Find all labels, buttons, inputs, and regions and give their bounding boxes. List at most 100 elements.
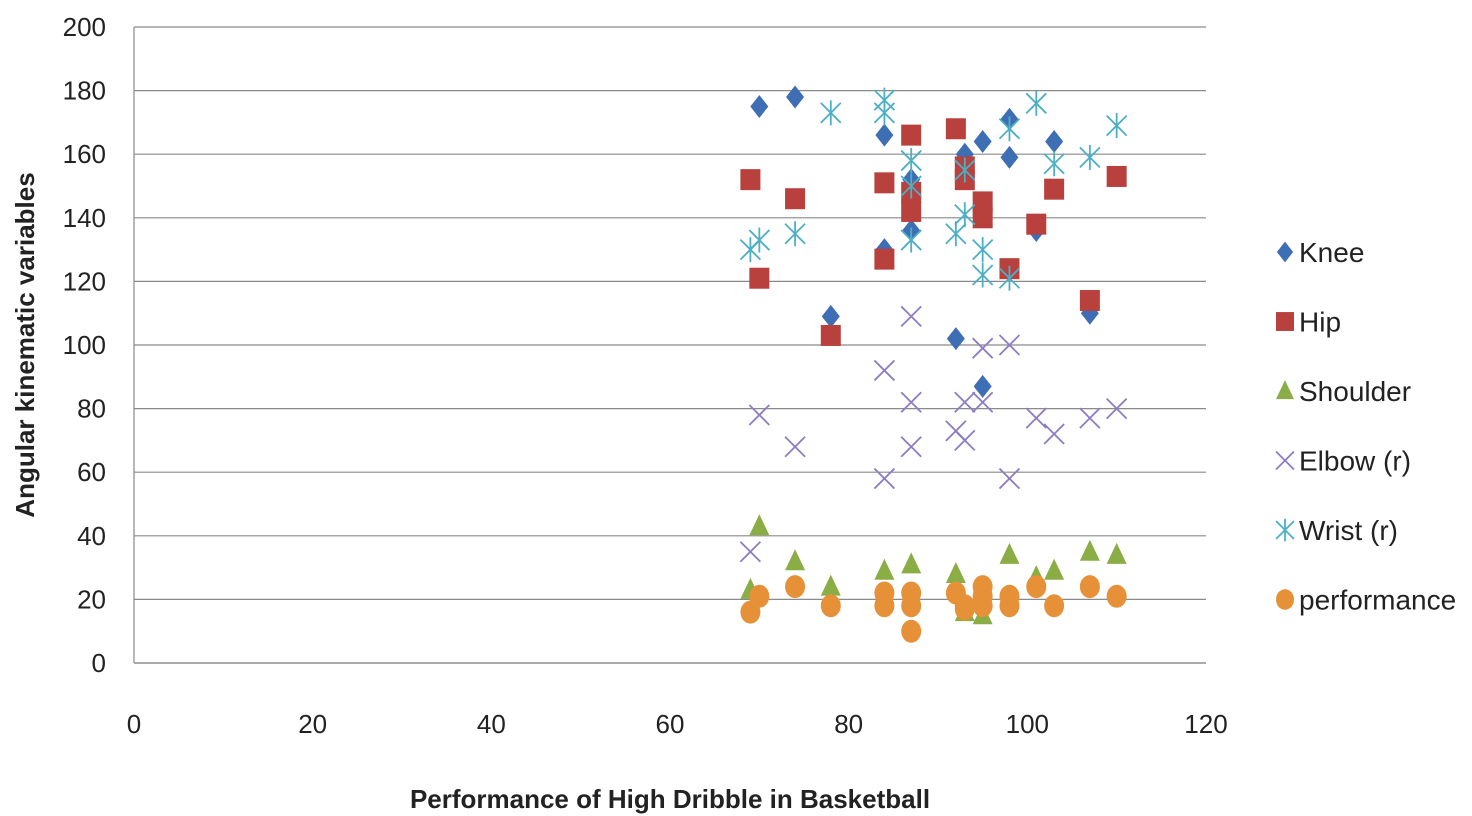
legend-label-elbow-r: Elbow (r)	[1299, 446, 1411, 477]
performance-point	[999, 594, 1020, 618]
wrist-r-point	[945, 221, 967, 247]
performance-point	[749, 584, 770, 608]
elbow-r-point	[1043, 423, 1065, 445]
legend-marker-hip	[1276, 312, 1294, 331]
elbow-r-point	[1079, 407, 1101, 429]
performance-point	[1079, 575, 1100, 599]
wrist-r-point	[1106, 113, 1128, 139]
hip-point	[945, 118, 966, 140]
performance-point	[901, 594, 922, 618]
shoulder-point	[785, 549, 806, 571]
elbow-r-point	[972, 391, 994, 413]
performance-point	[785, 575, 806, 599]
wrist-r-point	[900, 227, 922, 253]
wrist-r-point	[900, 148, 922, 174]
hip-point	[740, 169, 761, 191]
knee-point	[1000, 145, 1019, 169]
elbow-r-point	[739, 541, 762, 563]
wrist-r-point	[1079, 144, 1101, 170]
shoulder-point	[945, 561, 966, 583]
knee-point	[1045, 129, 1064, 153]
performance-point	[1044, 594, 1065, 618]
x-tick-label: 20	[298, 709, 327, 739]
legend-marker-wrist-r	[1275, 518, 1295, 542]
performance-point	[1026, 575, 1047, 599]
knee-point	[875, 123, 894, 147]
legend-item-wrist-r: Wrist (r)	[1275, 515, 1398, 546]
legend-marker-shoulder	[1276, 380, 1294, 400]
legend-label-knee: Knee	[1299, 237, 1364, 268]
x-tick-label: 60	[656, 709, 685, 739]
y-axis-title: Angular kinematic variables	[10, 172, 40, 517]
elbow-r-point	[748, 404, 770, 426]
hip-point	[1044, 178, 1065, 200]
legend-marker-performance	[1276, 589, 1294, 610]
performance-point	[820, 594, 841, 618]
hip-point	[972, 191, 993, 213]
wrist-r-point	[900, 173, 922, 199]
elbow-r-point	[900, 436, 922, 458]
y-tick-label: 40	[77, 521, 106, 551]
y-tick-label: 120	[63, 266, 106, 296]
wrist-r-point	[998, 116, 1021, 142]
elbow-r-point	[972, 337, 994, 359]
shoulder-point	[820, 574, 841, 596]
wrist-r-point	[954, 202, 976, 228]
hip-point	[874, 172, 895, 194]
legend-marker-knee	[1276, 241, 1294, 263]
legend-item-knee: Knee	[1276, 237, 1364, 268]
legend-label-shoulder: Shoulder	[1299, 376, 1411, 407]
performance-point	[1106, 584, 1127, 608]
shoulder-point	[749, 514, 770, 536]
hip-point	[785, 188, 806, 210]
x-axis-title: Performance of High Dribble in Basketbal…	[410, 784, 930, 814]
y-tick-label: 160	[63, 139, 106, 169]
wrist-r-point	[1043, 151, 1065, 177]
legend-marker-elbow-r	[1275, 450, 1295, 471]
wrist-r-point	[784, 221, 806, 247]
axes: 0 20 40 60 80 100 120 140 160 180 200 0 20 40 60 80 100 1…	[63, 12, 1228, 739]
knee-point	[973, 374, 992, 398]
x-tick-label: 80	[834, 709, 863, 739]
hip-point	[820, 324, 841, 346]
performance-point	[874, 594, 895, 618]
wrist-r-point	[820, 100, 842, 126]
wrist-r-point	[954, 157, 976, 183]
x-tick-label: 120	[1184, 709, 1227, 739]
hip-point	[749, 267, 770, 289]
y-tick-label: 60	[77, 457, 106, 487]
elbow-r-point	[998, 334, 1021, 356]
shoulder-point	[1106, 542, 1127, 564]
data-points	[739, 85, 1128, 643]
wrist-r-point	[873, 100, 896, 126]
elbow-r-point	[954, 391, 976, 413]
hip-point	[1026, 213, 1047, 235]
wrist-r-point	[1025, 90, 1047, 116]
gridlines	[134, 26, 1206, 664]
elbow-r-point	[873, 467, 896, 490]
legend-label-hip: Hip	[1299, 307, 1341, 338]
performance-point	[972, 594, 993, 618]
legend: Knee Hip Shoulder Elbow (r) Wrist (r) perform…	[1275, 237, 1456, 616]
hip-point	[1106, 165, 1127, 187]
y-tick-label: 0	[92, 648, 106, 678]
hip-point	[1079, 289, 1100, 311]
elbow-r-point	[873, 359, 896, 382]
y-tick-label: 180	[63, 76, 106, 106]
hip-point	[901, 200, 922, 222]
y-tick-label: 100	[63, 330, 106, 360]
legend-label-performance: performance	[1299, 585, 1456, 616]
shoulder-point	[1044, 558, 1065, 580]
wrist-r-point	[748, 227, 770, 253]
performance-point	[954, 597, 975, 621]
elbow-r-point	[900, 305, 922, 328]
shoulder-point	[874, 558, 895, 580]
knee-point	[821, 304, 840, 328]
elbow-r-point	[1106, 397, 1128, 420]
y-tick-label: 20	[77, 584, 106, 614]
knee-point	[750, 95, 769, 118]
knee-point	[946, 327, 965, 351]
shoulder-point	[901, 552, 922, 574]
